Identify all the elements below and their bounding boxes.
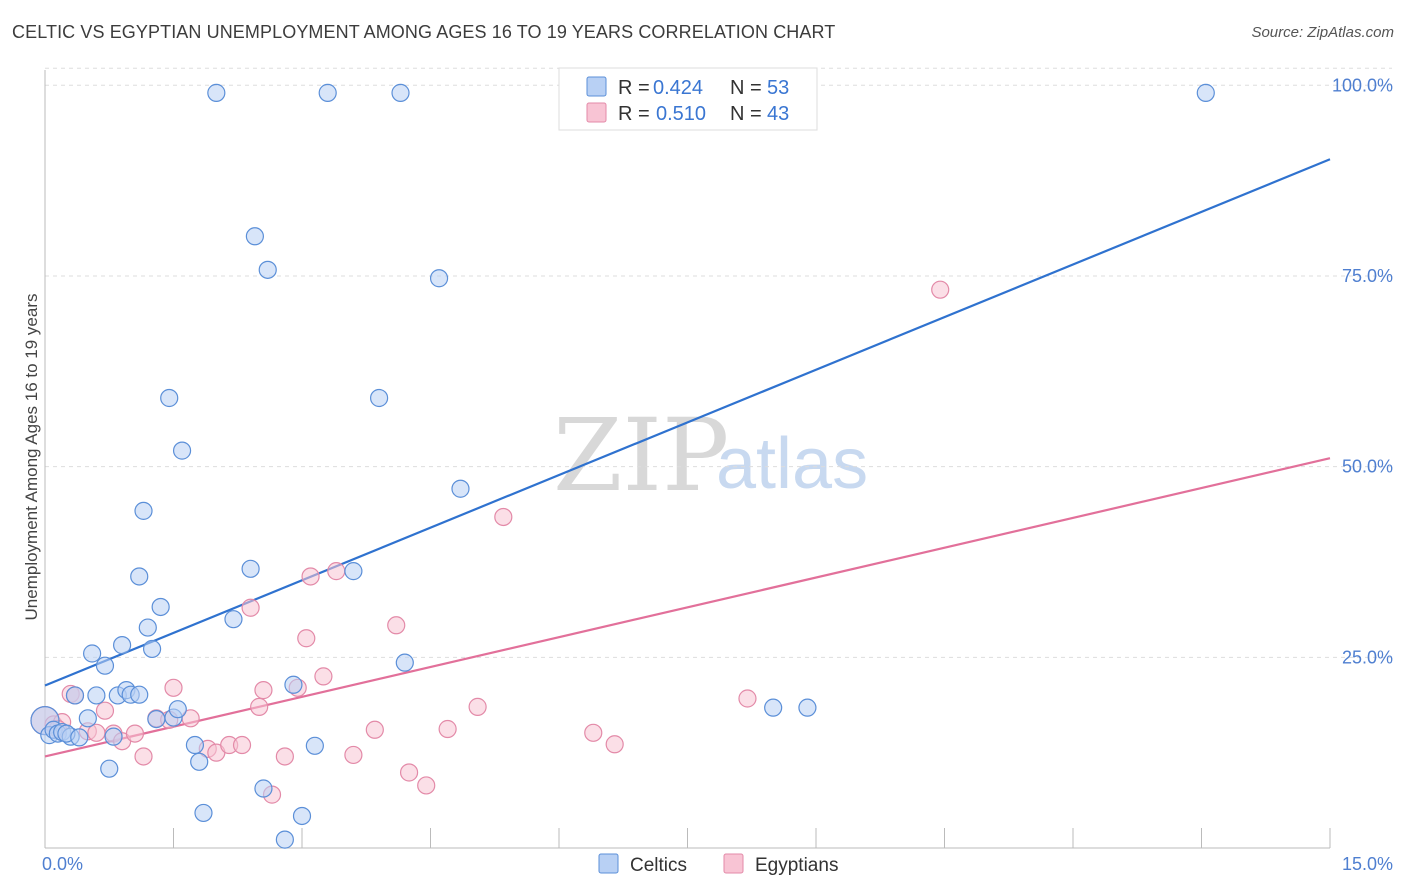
- celtics-point-30: [194, 803, 213, 823]
- egyptians-point-39: [605, 735, 624, 754]
- bottom-legend-egyptians-label: Egyptians: [755, 855, 838, 876]
- celtics-point-18: [130, 685, 149, 704]
- watermark-atlas: atlas: [716, 424, 868, 504]
- celtics-point-43: [370, 388, 389, 408]
- egyptians-point-35: [438, 719, 457, 739]
- legend-celtics-n-label: N =: [730, 77, 762, 99]
- legend-egyptians-n-label: N =: [730, 103, 762, 125]
- bottom-legend: Celtics Egyptians: [598, 853, 838, 876]
- egyptians-point-19: [232, 735, 252, 755]
- source-label: Source: ZipAtlas.com: [1251, 24, 1394, 41]
- egyptians-point-28: [314, 667, 333, 686]
- egyptians-point-32: [387, 616, 406, 635]
- celtics-point-24: [160, 388, 179, 408]
- celtics-point-17: [130, 567, 149, 586]
- celtics-point-19: [134, 501, 153, 520]
- celtics-point-10: [95, 656, 115, 675]
- egyptians-point-20: [241, 598, 260, 617]
- y-tick-label-3: 100.0%: [1332, 75, 1393, 95]
- legend-egyptians-swatch: [586, 102, 607, 123]
- celtics-point-14: [112, 636, 132, 655]
- celtics-point-8: [83, 644, 102, 663]
- y-axis-label: Unemployment Among Ages 16 to 19 years: [22, 294, 41, 621]
- egyptians-point-26: [297, 629, 316, 648]
- celtics-point-31: [207, 83, 226, 102]
- egyptians-point-7: [95, 701, 115, 720]
- egyptians-point-24: [275, 747, 294, 766]
- egyptians-point-41: [931, 280, 950, 299]
- egyptians-point-38: [584, 723, 603, 742]
- chart-title: CELTIC VS EGYPTIAN UNEMPLOYMENT AMONG AG…: [12, 22, 836, 42]
- egyptians-point-22: [254, 681, 273, 700]
- x-tick-label-0: 0.0%: [42, 854, 83, 874]
- celtics-point-41: [318, 83, 337, 102]
- bottom-legend-celtics-swatch: [598, 853, 619, 874]
- celtics-point-39: [292, 806, 312, 826]
- legend-celtics-r-value: 0.424: [653, 77, 703, 99]
- celtics-point-11: [100, 759, 119, 778]
- x-tick-label-1: 15.0%: [1342, 854, 1393, 874]
- celtics-point-46: [429, 269, 449, 288]
- celtics-point-44: [391, 83, 410, 102]
- tick-labels: 25.0% 50.0% 75.0% 100.0% 0.0% 15.0%: [42, 75, 1393, 874]
- egyptians-point-31: [365, 720, 384, 739]
- y-tick-label-0: 25.0%: [1342, 647, 1393, 667]
- egyptians-point-37: [494, 507, 513, 527]
- egyptians-point-29: [327, 562, 346, 581]
- celtics-point-38: [284, 675, 303, 694]
- legend-egyptians-r-label: R =: [618, 103, 650, 125]
- celtics-point-12: [104, 727, 123, 746]
- egyptians-point-11: [134, 747, 153, 766]
- celtics-point-50: [1196, 83, 1215, 102]
- celtics-point-9: [87, 686, 106, 705]
- legend-egyptians-n-value: 43: [767, 103, 789, 125]
- celtics-point-37: [275, 830, 294, 849]
- egyptians-point-36: [468, 697, 487, 716]
- legend-celtics-r-label: R =: [618, 77, 650, 99]
- y-tick-label-1: 50.0%: [1342, 457, 1393, 477]
- egyptians-point-30: [344, 745, 363, 765]
- watermark-zip: ZIP: [553, 397, 729, 514]
- celtics-point-32: [224, 610, 243, 629]
- celtics-point-21: [142, 639, 162, 659]
- egyptians-point-10: [125, 724, 145, 743]
- celtics-point-20: [138, 618, 157, 637]
- celtics-point-28: [185, 735, 205, 755]
- legend-celtics-swatch: [586, 76, 607, 97]
- celtics-point-33: [241, 559, 260, 578]
- bottom-legend-egyptians-swatch: [723, 853, 744, 874]
- celtics-point-35: [254, 779, 273, 798]
- egyptians-point-27: [301, 567, 320, 586]
- celtics-point-52: [70, 728, 89, 747]
- y-tick-label-2: 75.0%: [1342, 266, 1393, 286]
- legend-egyptians-r-value: 0.510: [656, 103, 706, 125]
- celtics-point-6: [65, 686, 85, 705]
- egyptians-point-14: [164, 678, 183, 697]
- bottom-legend-celtics-label: Celtics: [630, 855, 687, 876]
- celtics-point-29: [190, 752, 209, 771]
- celtics-point-34: [245, 227, 264, 246]
- egyptians-point-21: [250, 697, 269, 716]
- celtics-point-49: [798, 698, 817, 717]
- celtics-point-45: [395, 653, 414, 672]
- celtics-point-22: [147, 709, 166, 729]
- data-points: [30, 83, 1215, 849]
- celtics-point-26: [168, 700, 187, 719]
- celtics-point-7: [78, 709, 97, 728]
- celtics-trend-line: [44, 158, 1331, 687]
- celtics-point-27: [172, 441, 192, 460]
- celtics-point-48: [764, 698, 783, 717]
- celtics-point-42: [344, 562, 363, 581]
- celtics-point-36: [258, 260, 277, 279]
- top-legend: R = 0.424 N = 53 R = 0.510 N = 43: [558, 67, 818, 131]
- egyptians-point-33: [399, 763, 419, 782]
- celtics-point-23: [151, 597, 170, 617]
- egyptians-point-40: [738, 689, 757, 708]
- celtics-point-47: [451, 479, 470, 498]
- celtics-point-40: [305, 736, 324, 755]
- legend-celtics-n-value: 53: [767, 77, 789, 99]
- egyptians-point-34: [417, 776, 436, 795]
